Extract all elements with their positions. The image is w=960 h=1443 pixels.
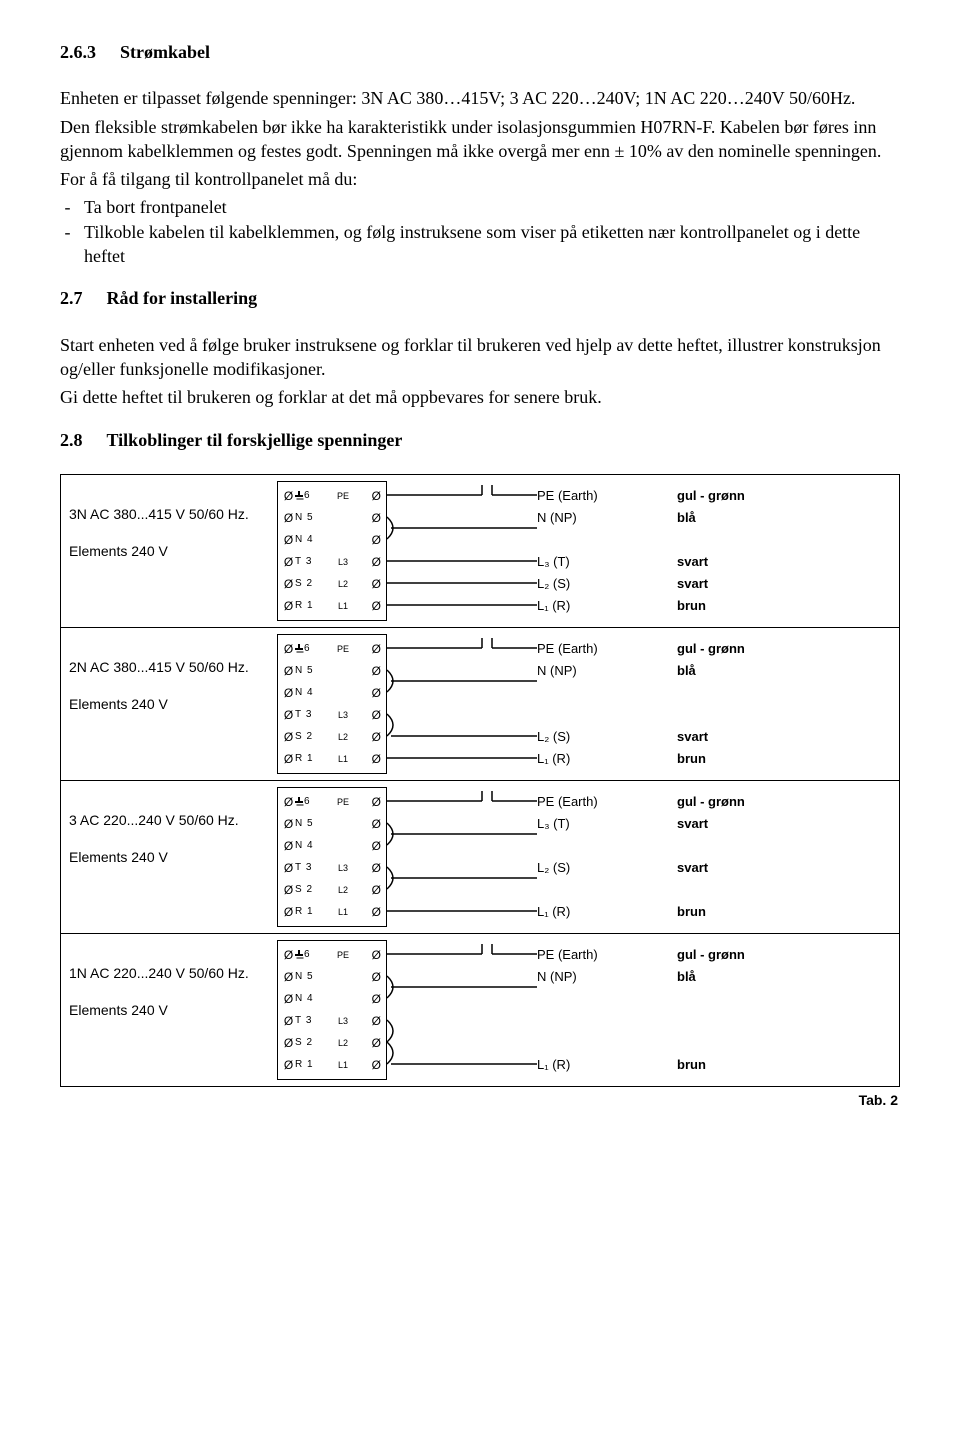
wiring-row-1n: 1N AC 220...240 V 50/60 Hz. Elements 240… <box>61 934 899 1086</box>
wires-svg <box>387 475 537 627</box>
para: Enheten er tilpasset følgende spenninger… <box>60 86 900 110</box>
earth-icon <box>295 644 303 654</box>
heading-title: Strømkabel <box>120 40 210 64</box>
row-caption: 1N AC 220...240 V 50/60 Hz. Elements 240… <box>61 934 277 1086</box>
list-item: Ta bort frontpanelet <box>84 195 900 219</box>
terminal-block: Ø6PEØ ØN 5Ø ØN 4Ø ØT 3L3Ø ØS 2L2Ø ØR 1L1… <box>277 781 387 933</box>
row-caption: 3 AC 220...240 V 50/60 Hz. Elements 240 … <box>61 781 277 933</box>
wire-colors: gul - grønn blå brun <box>677 934 899 1086</box>
wiring-table: 3N AC 380...415 V 50/60 Hz. Elements 240… <box>60 474 900 1087</box>
heading-27: 2.7 Råd for installering <box>60 286 900 310</box>
heading-28: 2.8 Tilkoblinger til forskjellige spenni… <box>60 428 900 452</box>
heading-263: 2.6.3 Strømkabel <box>60 40 900 64</box>
earth-icon <box>295 797 303 807</box>
earth-icon <box>295 491 303 501</box>
heading-num: 2.6.3 <box>60 40 96 64</box>
para: Start enheten ved å følge bruker instruk… <box>60 333 900 382</box>
heading-num: 2.7 <box>60 286 83 310</box>
earth-icon <box>295 950 303 960</box>
wires-svg <box>387 628 537 780</box>
heading-title: Tilkoblinger til forskjellige spenninger <box>107 428 403 452</box>
para: For å få tilgang til kontrollpanelet må … <box>60 167 900 191</box>
section-27-body: Start enheten ved å følge bruker instruk… <box>60 333 900 410</box>
wiring-row-3ac: 3 AC 220...240 V 50/60 Hz. Elements 240 … <box>61 781 899 934</box>
wire-labels: PE (Earth) N (NP) L₃ (T) L₂ (S) L₁ (R) <box>537 475 677 627</box>
wire-colors: gul - grønn blå svart svart brun <box>677 475 899 627</box>
terminal-block: Ø6PEØ ØN 5Ø ØN 4Ø ØT 3L3Ø ØS 2L2Ø ØR 1L1… <box>277 475 387 627</box>
list-item: Tilkoble kabelen til kabelklemmen, og fø… <box>84 220 900 269</box>
wire-colors: gul - grønn blå svart brun <box>677 628 899 780</box>
wiring-row-3n: 3N AC 380...415 V 50/60 Hz. Elements 240… <box>61 475 899 628</box>
wires-svg <box>387 781 537 933</box>
para: Gi dette heftet til brukeren og forklar … <box>60 385 900 409</box>
heading-num: 2.8 <box>60 428 83 452</box>
wire-colors: gul - grønn svart svart brun <box>677 781 899 933</box>
terminal-block: Ø6PEØ ØN 5Ø ØN 4Ø ØT 3L3Ø ØS 2L2Ø ØR 1L1… <box>277 628 387 780</box>
bullet-list: Ta bort frontpanelet Tilkoble kabelen ti… <box>84 195 900 268</box>
wire-labels: PE (Earth) L₃ (T) L₂ (S) L₁ (R) <box>537 781 677 933</box>
heading-title: Råd for installering <box>107 286 258 310</box>
wire-labels: PE (Earth) N (NP) L₂ (S) L₁ (R) <box>537 628 677 780</box>
wiring-row-2n: 2N AC 380...415 V 50/60 Hz. Elements 240… <box>61 628 899 781</box>
terminal-block: Ø6PEØ ØN 5Ø ØN 4Ø ØT 3L3Ø ØS 2L2Ø ØR 1L1… <box>277 934 387 1086</box>
wires-svg <box>387 934 537 1086</box>
row-caption: 2N AC 380...415 V 50/60 Hz. Elements 240… <box>61 628 277 780</box>
wire-labels: PE (Earth) N (NP) L₁ (R) <box>537 934 677 1086</box>
para: Den fleksible strømkabelen bør ikke ha k… <box>60 115 900 164</box>
table-caption: Tab. 2 <box>60 1091 900 1110</box>
row-caption: 3N AC 380...415 V 50/60 Hz. Elements 240… <box>61 475 277 627</box>
section-263-body: Enheten er tilpasset følgende spenninger… <box>60 86 900 268</box>
